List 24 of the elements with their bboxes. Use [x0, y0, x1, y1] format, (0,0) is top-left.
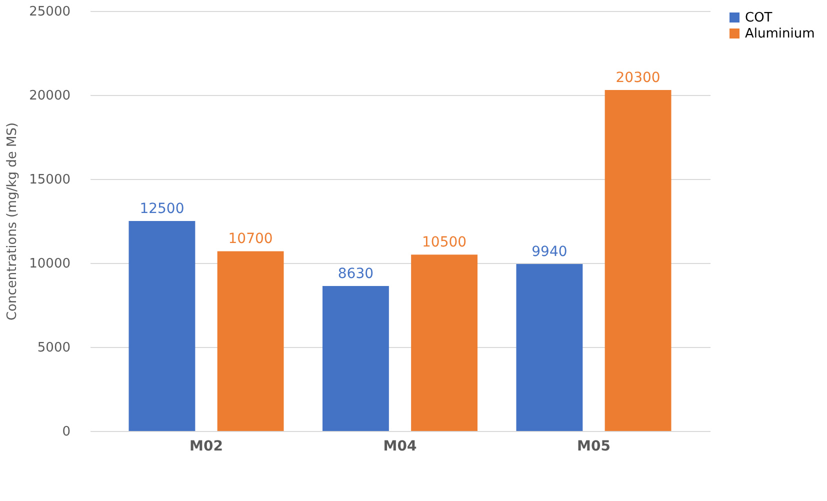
- x-tick-label: M05: [577, 438, 610, 454]
- data-label: 8630: [338, 266, 374, 282]
- data-label: 10500: [422, 234, 467, 251]
- data-label: 10700: [228, 231, 273, 248]
- x-tick-label: M04: [383, 438, 417, 454]
- legend-label: COT: [745, 10, 772, 26]
- bar: [516, 264, 583, 431]
- y-tick-label: 15000: [29, 172, 70, 188]
- y-tick-label: 25000: [29, 4, 70, 20]
- y-tick-label: 5000: [37, 340, 70, 356]
- data-label: 20300: [616, 70, 660, 86]
- data-label: 9940: [532, 244, 568, 260]
- x-tick-label: M02: [190, 438, 223, 454]
- bar: [604, 90, 672, 431]
- bar: [217, 251, 284, 431]
- y-axis-title: Concentrations (mg/kg de MS): [5, 122, 20, 321]
- bar: [128, 221, 196, 431]
- y-tick-label: 10000: [29, 256, 70, 272]
- y-tick-label: 0: [62, 424, 70, 440]
- bar: [322, 286, 389, 431]
- y-tick-label: 20000: [29, 88, 70, 104]
- data-label: 12500: [140, 201, 184, 217]
- legend-label: Aluminium: [745, 26, 815, 42]
- bar: [411, 254, 478, 431]
